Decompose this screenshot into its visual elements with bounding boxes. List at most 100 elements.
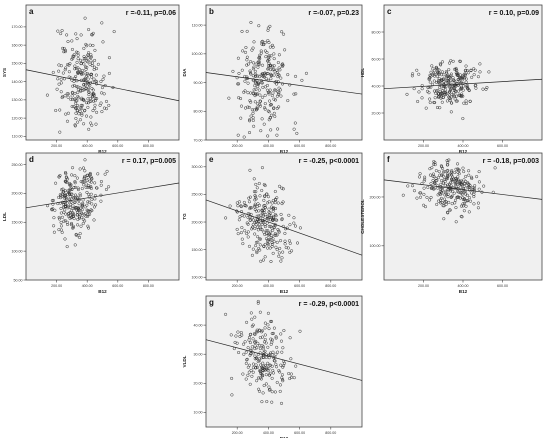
data-point: [456, 78, 460, 82]
data-point: [290, 249, 294, 253]
data-point: [446, 195, 450, 199]
data-point: [102, 106, 106, 110]
data-point: [104, 107, 109, 111]
data-point: [437, 71, 441, 75]
data-point: [107, 71, 111, 75]
data-point: [251, 67, 255, 71]
data-point: [417, 90, 421, 94]
data-point: [281, 346, 285, 350]
data-point: [66, 205, 70, 209]
data-point: [444, 70, 448, 74]
y-tick-label: 120.00: [12, 116, 23, 120]
data-point: [406, 184, 410, 188]
data-point: [78, 232, 82, 236]
data-point: [422, 192, 426, 196]
data-point: [241, 372, 245, 376]
data-point: [88, 212, 92, 216]
data-point: [266, 238, 270, 242]
data-point: [258, 216, 262, 220]
data-point: [268, 371, 272, 375]
data-point: [263, 223, 267, 227]
data-point: [431, 67, 435, 71]
data-point: [422, 186, 426, 190]
data-point: [275, 218, 279, 222]
data-point: [436, 184, 440, 188]
data-point: [415, 68, 419, 72]
data-point: [447, 68, 451, 72]
data-point: [276, 127, 280, 131]
data-point: [454, 67, 458, 71]
data-point: [270, 218, 275, 222]
data-point: [292, 216, 296, 220]
data-point: [72, 54, 76, 58]
data-point: [270, 331, 274, 336]
data-point: [263, 106, 267, 110]
data-point: [279, 94, 283, 98]
data-point: [86, 213, 90, 217]
data-point: [267, 367, 271, 371]
data-point: [432, 89, 436, 93]
data-point: [68, 210, 72, 214]
data-point: [254, 182, 258, 186]
data-point: [93, 197, 97, 201]
x-tick-label: 400.00: [458, 144, 469, 148]
data-point: [241, 342, 246, 346]
data-point: [278, 68, 282, 72]
data-point: [237, 200, 242, 204]
plot-area: [25, 4, 180, 141]
data-point: [294, 364, 298, 368]
data-point: [70, 94, 74, 98]
data-point: [263, 321, 267, 325]
data-point: [267, 118, 271, 122]
data-point: [58, 108, 62, 112]
data-point: [85, 71, 89, 76]
data-point: [283, 239, 287, 243]
data-point: [256, 376, 260, 380]
data-point: [100, 21, 104, 25]
data-point: [266, 311, 270, 315]
data-point: [269, 236, 273, 240]
x-tick-label: 200.00: [51, 144, 62, 148]
data-point: [275, 68, 279, 72]
data-point: [293, 74, 298, 78]
data-point: [437, 68, 441, 72]
data-point: [424, 106, 428, 110]
data-point: [265, 214, 269, 219]
data-point: [96, 62, 100, 66]
y-axis-title: SYS: [2, 68, 7, 77]
data-point: [477, 170, 481, 174]
data-point: [266, 39, 270, 43]
data-point: [269, 64, 273, 68]
data-point: [263, 255, 267, 259]
data-point: [57, 195, 61, 199]
data-point: [242, 352, 246, 356]
data-point: [256, 330, 260, 334]
data-point: [60, 96, 64, 100]
data-point: [83, 205, 87, 209]
panel-letter: a: [29, 7, 34, 16]
data-point: [86, 175, 90, 179]
data-point: [440, 173, 444, 177]
data-point: [247, 244, 252, 248]
data-point: [251, 61, 256, 65]
data-point: [236, 232, 240, 236]
data-point: [78, 58, 82, 62]
data-point: [447, 75, 452, 79]
data-point: [246, 105, 250, 109]
data-point: [72, 79, 76, 83]
data-point: [73, 97, 77, 101]
data-point: [472, 202, 476, 206]
data-point: [237, 96, 241, 100]
data-point: [244, 377, 248, 381]
data-point: [270, 245, 274, 249]
data-point: [57, 175, 61, 179]
data-point: [69, 223, 73, 227]
data-point: [54, 108, 58, 113]
data-point: [242, 214, 246, 218]
data-point: [440, 84, 444, 88]
data-point: [436, 193, 440, 197]
data-point: [419, 191, 423, 195]
data-point: [264, 231, 268, 235]
data-point: [272, 57, 276, 61]
data-point: [267, 388, 271, 392]
